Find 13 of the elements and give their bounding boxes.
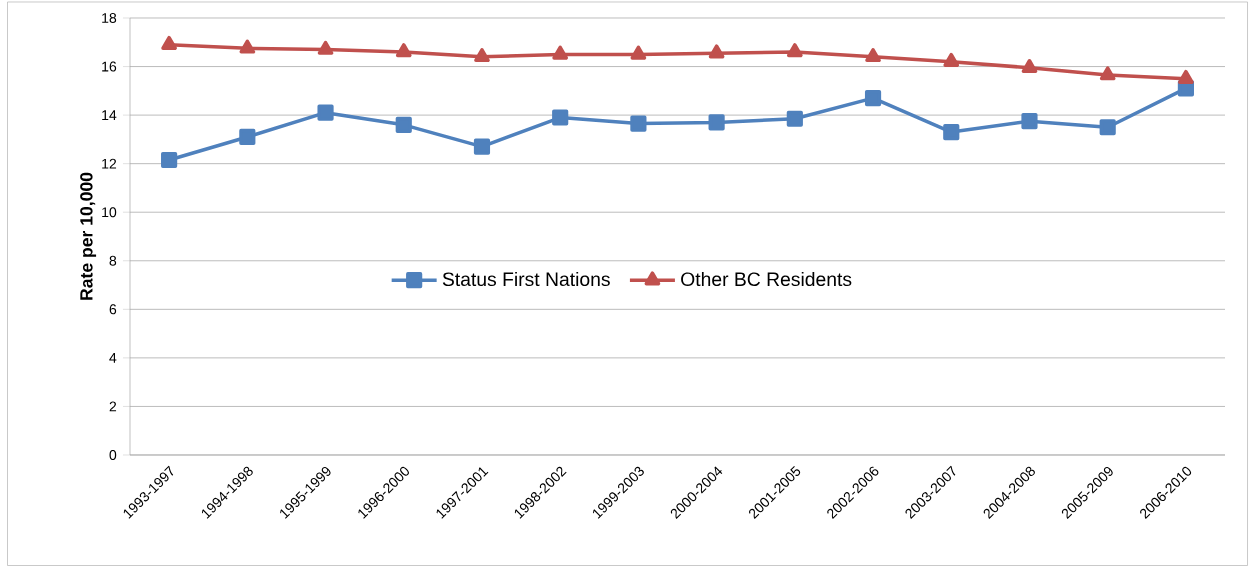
y-tick-label: 18 xyxy=(102,13,117,23)
y-tick-label: 4 xyxy=(109,353,117,363)
y-tick-label: 2 xyxy=(109,401,117,412)
legend-label: Status First Nations xyxy=(442,271,610,287)
y-tick-label: 10 xyxy=(102,207,117,218)
y-tick-label: 6 xyxy=(109,304,117,315)
y-axis-title: Rate per 10,000 xyxy=(80,172,97,300)
legend-label: Other BC Residents xyxy=(681,271,852,287)
y-tick-label: 0 xyxy=(109,450,117,460)
y-tick-label: 12 xyxy=(102,158,117,169)
y-tick-label: 14 xyxy=(102,110,117,120)
y-tick-label: 8 xyxy=(109,255,117,266)
y-tick-label: 16 xyxy=(102,61,117,72)
